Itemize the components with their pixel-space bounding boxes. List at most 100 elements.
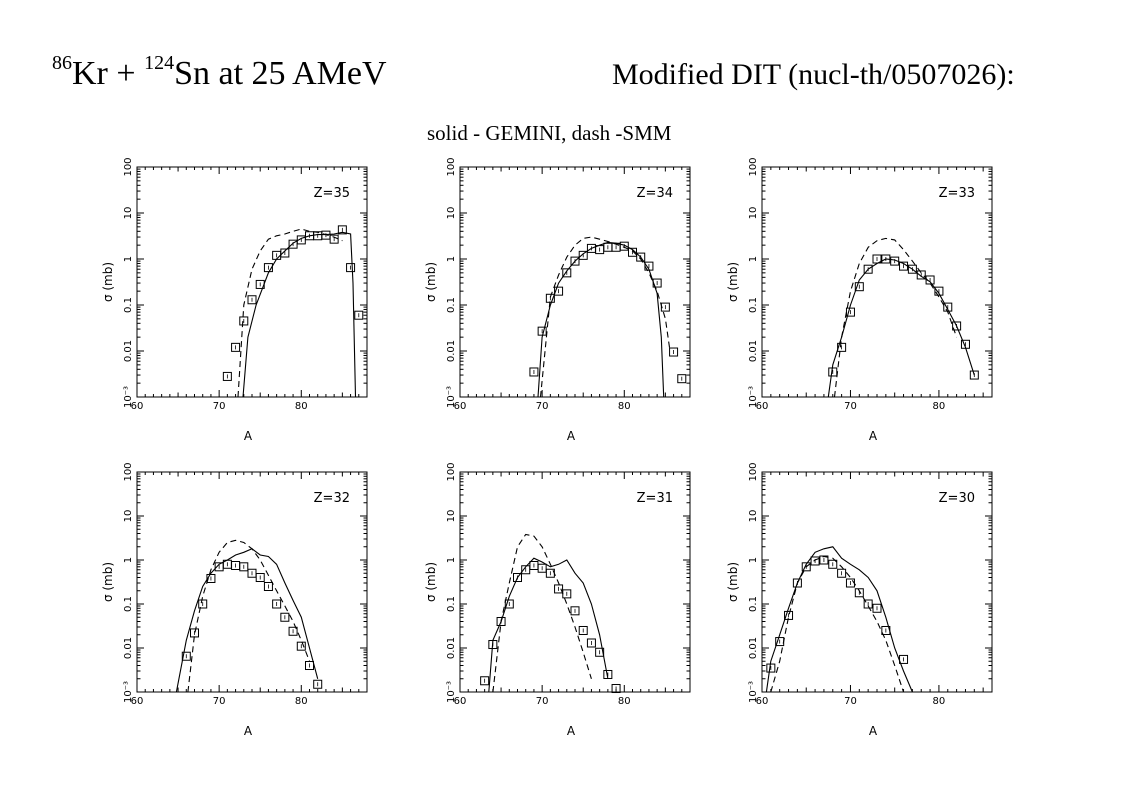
data-point bbox=[554, 286, 564, 296]
smm-dashed-line bbox=[539, 236, 671, 398]
data-point bbox=[595, 647, 605, 657]
smm-dashed-line bbox=[237, 228, 343, 398]
data-point bbox=[611, 684, 621, 694]
data-point bbox=[837, 568, 847, 578]
data-point bbox=[669, 347, 679, 357]
title-reaction: 86Kr + 124Sn at 25 AMeV bbox=[52, 52, 387, 93]
data-point bbox=[792, 578, 802, 588]
data-point bbox=[231, 342, 241, 352]
x-tick-label: 60 bbox=[454, 401, 467, 412]
x-tick-label: 60 bbox=[756, 401, 769, 412]
panel-z-label: Z=30 bbox=[939, 491, 975, 506]
x-tick-label: 70 bbox=[844, 696, 857, 707]
data-point bbox=[247, 295, 257, 305]
y-tick-label: 10 bbox=[748, 510, 759, 523]
x-tick-label: 70 bbox=[844, 401, 857, 412]
data-point bbox=[296, 641, 306, 651]
x-tick-label: 80 bbox=[933, 401, 946, 412]
y-tick-label: 100 bbox=[446, 157, 457, 176]
panel-z-label: Z=33 bbox=[939, 186, 975, 201]
data-point bbox=[969, 370, 979, 380]
y-tick-label: 10 bbox=[446, 510, 457, 523]
panel-z-label: Z=32 bbox=[314, 491, 350, 506]
data-point bbox=[263, 263, 273, 273]
y-tick-label: 10⁻³ bbox=[123, 386, 134, 408]
y-tick-label: 0.1 bbox=[123, 297, 134, 313]
x-axis-label: A bbox=[869, 429, 878, 443]
data-point bbox=[504, 599, 514, 609]
y-tick-label: 1 bbox=[446, 557, 457, 563]
x-tick-label: 60 bbox=[131, 696, 144, 707]
x-tick-label: 70 bbox=[536, 401, 549, 412]
y-tick-label: 100 bbox=[748, 462, 759, 481]
data-point bbox=[198, 599, 208, 609]
x-tick-label: 60 bbox=[131, 401, 144, 412]
x-axis-label: A bbox=[567, 429, 576, 443]
data-point bbox=[677, 374, 687, 384]
x-axis-label: A bbox=[869, 724, 878, 738]
data-point bbox=[570, 256, 580, 266]
y-axis-label: σ (mb) bbox=[101, 262, 115, 302]
y-tick-label: 10⁻³ bbox=[446, 386, 457, 408]
y-tick-label: 0.1 bbox=[446, 596, 457, 612]
x-tick-label: 80 bbox=[618, 401, 631, 412]
data-point bbox=[578, 625, 588, 635]
data-point bbox=[537, 563, 547, 573]
y-axis-label: σ (mb) bbox=[101, 562, 115, 602]
gemini-solid-line bbox=[175, 548, 319, 693]
x-axis-label: A bbox=[244, 724, 253, 738]
data-point bbox=[239, 316, 249, 326]
data-point bbox=[529, 367, 539, 377]
y-tick-label: 10⁻³ bbox=[748, 386, 759, 408]
kr-mass-number: 86 bbox=[52, 52, 72, 74]
plot-frame bbox=[459, 166, 691, 398]
y-tick-label: 0.1 bbox=[748, 297, 759, 313]
data-point bbox=[513, 573, 522, 583]
sn-mass-number: 124 bbox=[144, 52, 175, 74]
data-point bbox=[263, 581, 273, 591]
y-axis-label: σ (mb) bbox=[726, 262, 740, 302]
x-axis-label: A bbox=[567, 724, 576, 738]
data-point bbox=[578, 250, 588, 260]
panel-1: 10⁻³ 0.01 0.1 1 10 100 60 70 80 Aσ (mb) Z=34 bbox=[424, 157, 691, 443]
data-point bbox=[934, 286, 944, 296]
data-point bbox=[239, 562, 249, 572]
subtitle-legend: solid - GEMINI, dash -SMM bbox=[427, 121, 672, 145]
y-tick-label: 0.1 bbox=[123, 596, 134, 612]
y-tick-label: 1 bbox=[748, 557, 759, 563]
data-point bbox=[272, 599, 282, 609]
gemini-solid-line bbox=[488, 557, 609, 693]
data-point bbox=[636, 252, 646, 262]
kr-symbol: Kr + bbox=[72, 55, 145, 92]
data-point bbox=[280, 612, 290, 622]
data-point bbox=[801, 562, 811, 572]
data-point bbox=[181, 651, 191, 661]
x-tick-label: 80 bbox=[618, 696, 631, 707]
x-tick-label: 80 bbox=[295, 401, 308, 412]
data-point bbox=[916, 270, 926, 280]
data-point bbox=[863, 599, 873, 609]
y-tick-label: 0.01 bbox=[446, 637, 457, 659]
data-point bbox=[907, 264, 917, 274]
y-tick-label: 100 bbox=[123, 157, 134, 176]
y-tick-label: 100 bbox=[446, 462, 457, 481]
title-model: Modified DIT (nucl-th/0507026): bbox=[612, 58, 1015, 91]
y-tick-label: 100 bbox=[123, 462, 134, 481]
panel-2: 10⁻³ 0.01 0.1 1 10 100 60 70 80 Aσ (mb) Z=33 bbox=[726, 157, 993, 443]
data-point bbox=[828, 559, 838, 569]
y-tick-label: 1 bbox=[123, 256, 134, 262]
data-point bbox=[810, 556, 820, 566]
smm-dashed-line bbox=[770, 555, 905, 693]
x-tick-label: 70 bbox=[213, 696, 226, 707]
data-point bbox=[562, 268, 572, 278]
data-point bbox=[354, 310, 364, 320]
gemini-solid-line bbox=[765, 546, 913, 693]
data-point bbox=[952, 321, 962, 331]
data-point bbox=[854, 282, 864, 292]
data-point bbox=[872, 603, 882, 613]
y-axis-label: σ (mb) bbox=[424, 562, 438, 602]
data-point bbox=[329, 234, 339, 244]
y-tick-label: 0.01 bbox=[446, 340, 457, 362]
data-point bbox=[288, 626, 298, 636]
